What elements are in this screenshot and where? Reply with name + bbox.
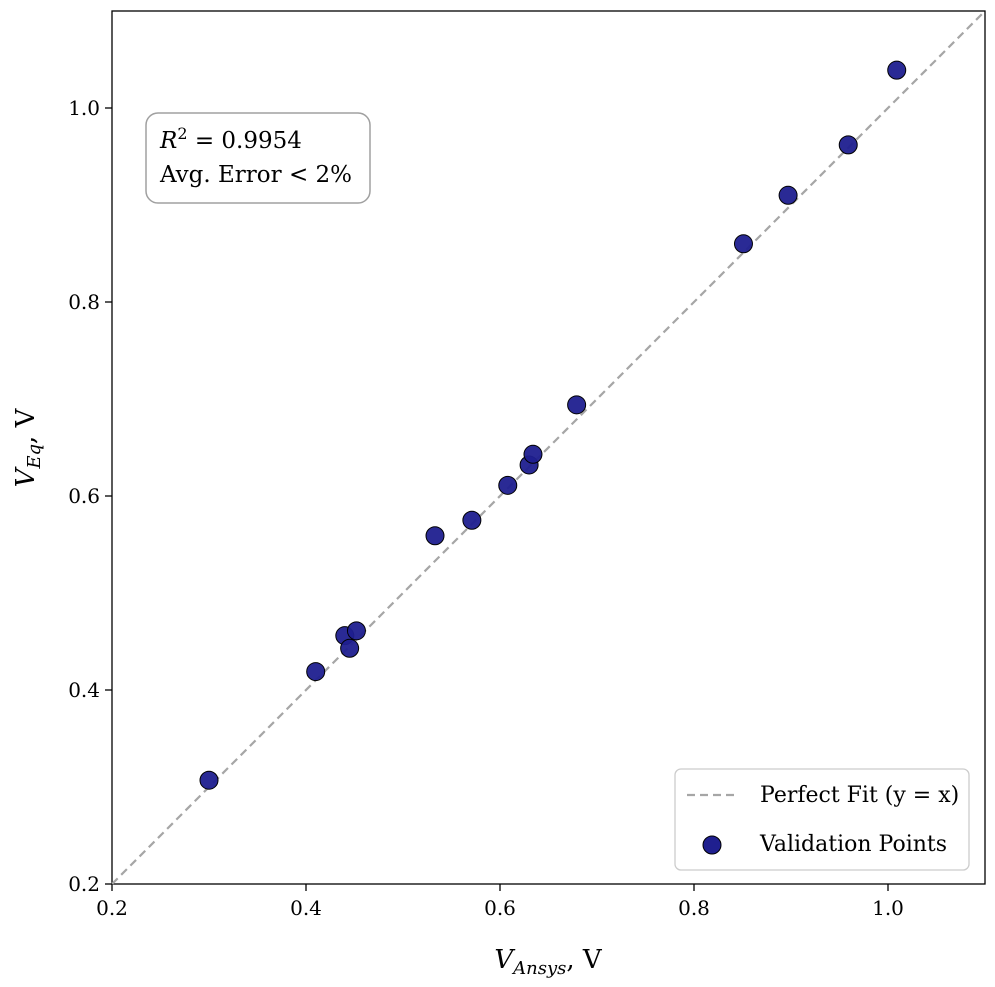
x-axis-label-main: V [494,945,515,975]
x-tick-label: 0.8 [678,896,710,920]
data-point [733,234,753,254]
x-tick-label: 1.0 [872,896,904,920]
data-point [567,395,587,415]
y-axis-ticks: 0.2 0.4 0.6 0.8 1.0 [68,96,112,896]
x-axis-ticks: 0.2 0.4 0.6 0.8 1.0 [96,884,904,920]
x-axis-label-sub: Ansys [511,958,566,979]
data-point [498,475,518,495]
x-tick-label: 0.6 [484,896,516,920]
r-squared-value: = 0.9954 [188,128,302,154]
y-axis-label: VEq, V [11,407,45,487]
data-point [523,444,543,464]
legend-frame [674,768,970,871]
y-tick-label: 0.8 [68,290,100,314]
y-tick-label: 0.6 [68,484,100,508]
x-axis-label-unit: , V [566,945,603,975]
r-squared-symbol: R [159,128,177,154]
data-point [199,770,219,790]
x-tick-label: 0.2 [96,896,128,920]
x-tick-label: 0.4 [290,896,322,920]
y-tick-label: 1.0 [68,96,100,120]
data-point [462,510,482,530]
y-axis-label-sub: Eq [24,444,45,470]
legend-points-swatch [702,835,722,855]
y-tick-label: 0.4 [68,678,100,702]
data-point [425,526,445,546]
data-point [346,621,366,641]
data-point [340,638,360,658]
y-tick-label: 0.2 [68,872,100,896]
annotation-frame [145,112,371,204]
r-squared-text: R2 = 0.9954 [159,124,302,154]
y-axis-label-main: V [11,466,41,487]
annotation-box: R2 = 0.9954 Avg. Error < 2% [145,112,371,204]
data-point [838,135,858,155]
legend-fit-label: Perfect Fit (y = x) [760,783,959,808]
r-squared-superscript: 2 [177,124,187,143]
y-axis-label-unit: , V [11,407,41,444]
data-point [778,185,798,205]
legend: Perfect Fit (y = x) Validation Points [674,768,970,871]
legend-points-label: Validation Points [759,832,947,857]
perfect-fit-line [111,10,986,885]
validation-points [199,60,907,790]
avg-error-text: Avg. Error < 2% [159,162,352,188]
data-point [887,60,907,80]
x-axis-label: VAnsys, V [494,945,603,979]
data-point [306,662,326,682]
